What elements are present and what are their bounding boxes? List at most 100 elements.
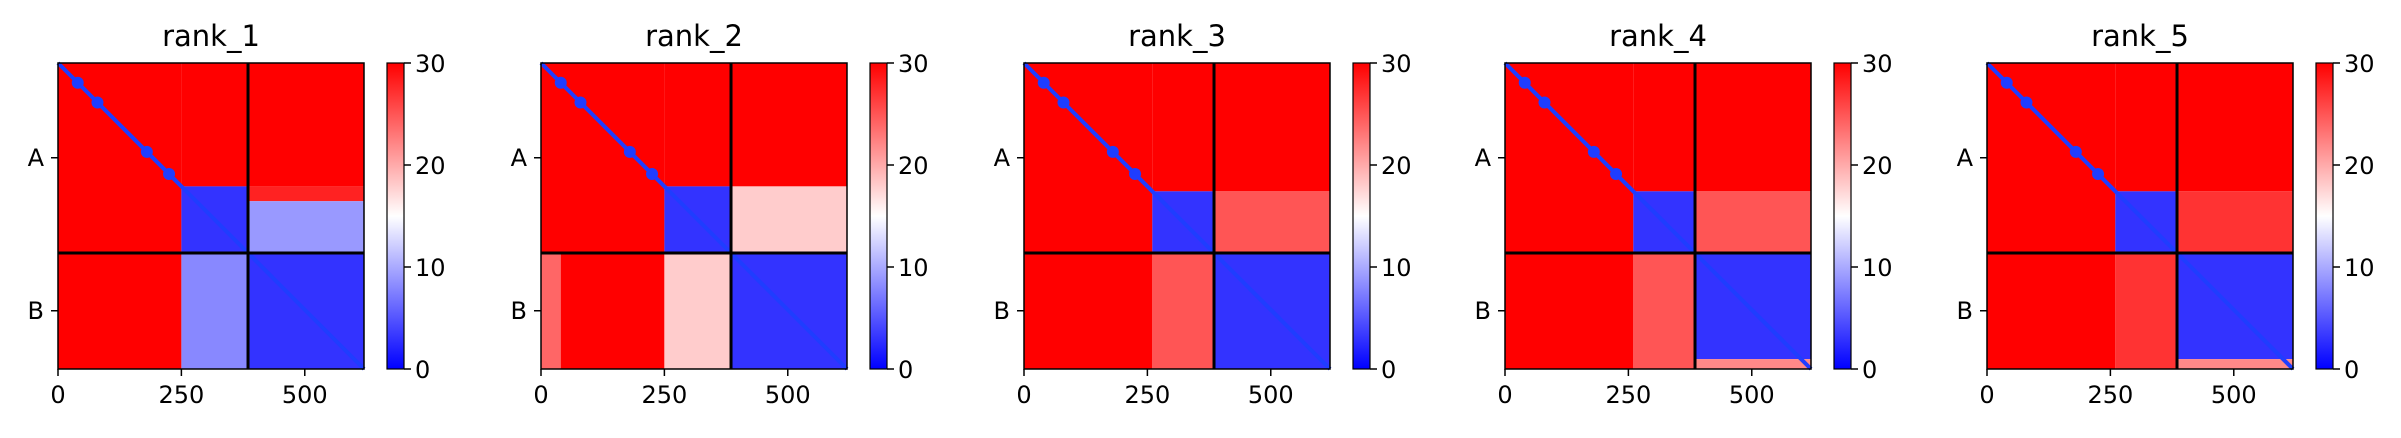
axes-frame <box>1986 62 2294 370</box>
diagonal-domain <box>140 145 153 158</box>
axes-frame <box>1504 62 1812 370</box>
panel-title: rank_4 <box>1609 19 1707 53</box>
pae-diagonal <box>1503 61 1813 371</box>
diagonal-domain <box>2000 76 2013 89</box>
colorbar-tick-label: 20 <box>1381 152 1412 180</box>
pae-block <box>1024 253 1153 369</box>
diagonal-domain <box>91 96 104 109</box>
colorbar-tick-label: 0 <box>1862 356 1877 384</box>
colorbar-tick-label: 20 <box>1862 152 1893 180</box>
pae-block <box>2177 359 2293 369</box>
colorbar-tick-label: 30 <box>415 50 446 78</box>
colorbar <box>2315 62 2334 370</box>
chain-label: A <box>511 144 528 172</box>
pae-block <box>2177 191 2293 254</box>
x-tick-label: 250 <box>1605 381 1651 409</box>
panel-title: rank_2 <box>645 19 743 53</box>
panel-title: rank_3 <box>1128 19 1226 53</box>
pae-block <box>1633 253 1696 369</box>
colorbar-tick-label: 30 <box>898 50 929 78</box>
colorbar-tick-label: 20 <box>898 152 929 180</box>
x-tick-label: 0 <box>50 381 65 409</box>
colorbar-tick-label: 30 <box>1862 50 1893 78</box>
pae-block <box>1987 63 2116 254</box>
colorbar-tick-label: 0 <box>898 356 913 384</box>
pae-block <box>2115 63 2293 192</box>
diagonal-domain <box>2092 168 2105 181</box>
x-tick-label: 0 <box>1497 381 1512 409</box>
colorbar-tick-label: 0 <box>2344 356 2359 384</box>
colorbar <box>1833 62 1852 370</box>
x-tick-label: 0 <box>1016 381 1031 409</box>
diagonal-domain <box>1057 96 1070 109</box>
pae-panel: rank_1 0 250 500 A B 0 10 20 30 <box>28 19 446 409</box>
x-tick-label: 500 <box>2211 381 2257 409</box>
chain-label: B <box>1475 297 1491 325</box>
pae-block <box>58 63 182 254</box>
x-tick-label: 0 <box>533 381 548 409</box>
diagonal-domain <box>646 168 659 181</box>
pae-block <box>664 63 847 187</box>
pae-block <box>541 63 665 254</box>
colorbar-tick-label: 20 <box>2344 152 2375 180</box>
panel-title: rank_1 <box>162 19 260 53</box>
pae-block <box>560 253 665 369</box>
colorbar <box>1352 62 1371 370</box>
diagonal-domain <box>2069 145 2082 158</box>
chain-label: A <box>1957 144 1974 172</box>
pae-block <box>2115 253 2178 369</box>
chain-label: B <box>994 297 1010 325</box>
pae-panel: rank_2 0 250 500 A B 0 10 20 30 <box>511 19 929 409</box>
diagonal-domain <box>1610 168 1623 181</box>
colorbar-tick-label: 30 <box>1381 50 1412 78</box>
colorbar <box>869 62 888 370</box>
pae-block <box>181 253 249 369</box>
pae-diagonal <box>1985 61 2295 371</box>
axes-frame <box>57 62 365 370</box>
colorbar-tick-label: 10 <box>2344 254 2375 282</box>
diagonal-domain <box>1518 76 1531 89</box>
pae-block <box>58 253 182 369</box>
colorbar <box>386 62 405 370</box>
diagonal-domain <box>574 96 587 109</box>
x-tick-label: 250 <box>158 381 204 409</box>
pae-block <box>1505 253 1634 369</box>
colorbar-tick-label: 10 <box>898 254 929 282</box>
pae-block <box>1633 63 1811 192</box>
pae-block <box>248 201 364 254</box>
x-tick-label: 500 <box>1729 381 1775 409</box>
colorbar-tick-label: 20 <box>415 152 446 180</box>
axes-frame <box>540 62 848 370</box>
axes-frame <box>1023 62 1331 370</box>
colorbar-tick-label: 10 <box>1862 254 1893 282</box>
colorbar-tick-label: 30 <box>2344 50 2375 78</box>
pae-block <box>664 253 732 369</box>
pae-block <box>1695 191 1811 254</box>
diagonal-domain <box>554 76 567 89</box>
pae-block <box>1024 63 1153 254</box>
x-tick-label: 500 <box>1248 381 1294 409</box>
chain-label: B <box>511 297 527 325</box>
diagonal-domain <box>163 168 176 181</box>
colorbar-tick-label: 10 <box>415 254 446 282</box>
panel-title: rank_5 <box>2091 19 2189 53</box>
diagonal-domain <box>1106 145 1119 158</box>
pae-block <box>1214 191 1330 254</box>
chain-label: A <box>994 144 1011 172</box>
pae-block <box>541 253 561 369</box>
x-tick-label: 250 <box>1124 381 1170 409</box>
x-tick-label: 250 <box>2087 381 2133 409</box>
x-tick-label: 250 <box>641 381 687 409</box>
chain-label: A <box>28 144 45 172</box>
diagonal-domain <box>1037 76 1050 89</box>
pae-block <box>181 63 364 187</box>
pae-block <box>248 186 364 202</box>
pae-panel: rank_3 0 250 500 A B 0 10 20 30 <box>994 19 1412 409</box>
diagonal-domain <box>2020 96 2033 109</box>
diagonal-domain <box>1129 168 1142 181</box>
pae-block <box>1152 63 1330 192</box>
chain-label: B <box>28 297 44 325</box>
chain-label: B <box>1957 297 1973 325</box>
pae-block <box>731 186 847 254</box>
